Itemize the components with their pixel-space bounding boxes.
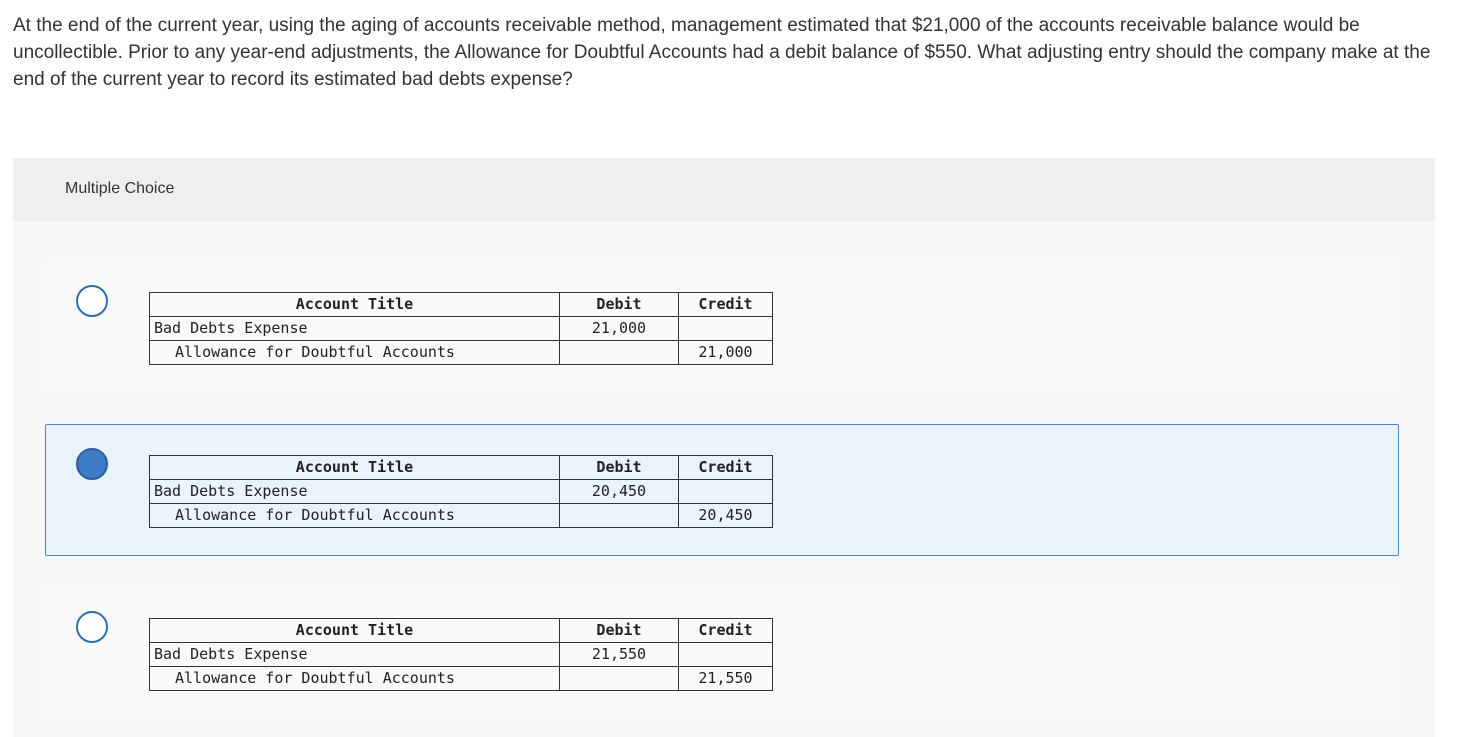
table-row: Bad Debts Expense 21,000 (149, 316, 773, 341)
credit-cell (678, 316, 773, 341)
question-text: At the end of the current year, using th… (13, 15, 1431, 90)
journal-entry-table: Account Title Debit Credit Bad Debts Exp… (149, 455, 773, 528)
header-debit: Debit (559, 292, 679, 317)
header-account-title: Account Title (149, 292, 560, 317)
radio-button-c[interactable] (76, 611, 108, 643)
credit-cell (678, 642, 773, 667)
account-cell: Bad Debts Expense (149, 316, 560, 341)
credit-cell: 21,550 (678, 666, 773, 691)
credit-cell (678, 479, 773, 504)
answer-option-c[interactable]: Account Title Debit Credit Bad Debts Exp… (45, 587, 1399, 719)
multiple-choice-header: Multiple Choice (13, 158, 1435, 221)
table-row: Allowance for Doubtful Accounts 21,550 (149, 666, 773, 691)
table-header-row: Account Title Debit Credit (149, 618, 773, 643)
debit-cell: 20,450 (559, 479, 679, 504)
debit-cell: 21,000 (559, 316, 679, 341)
account-cell: Allowance for Doubtful Accounts (149, 340, 560, 365)
answer-option-b[interactable]: Account Title Debit Credit Bad Debts Exp… (45, 424, 1399, 556)
header-credit: Credit (678, 618, 773, 643)
account-cell: Bad Debts Expense (149, 642, 560, 667)
header-credit: Credit (678, 292, 773, 317)
credit-cell: 21,000 (678, 340, 773, 365)
header-debit: Debit (559, 618, 679, 643)
journal-entry-table: Account Title Debit Credit Bad Debts Exp… (149, 618, 773, 691)
table-header-row: Account Title Debit Credit (149, 455, 773, 480)
table-row: Allowance for Doubtful Accounts 20,450 (149, 503, 773, 528)
debit-cell (559, 666, 679, 691)
header-credit: Credit (678, 455, 773, 480)
account-cell: Bad Debts Expense (149, 479, 560, 504)
account-cell: Allowance for Doubtful Accounts (149, 666, 560, 691)
account-cell: Allowance for Doubtful Accounts (149, 503, 560, 528)
header-account-title: Account Title (149, 455, 560, 480)
multiple-choice-panel: Multiple Choice Account Title Debit Cred… (13, 158, 1435, 737)
credit-cell: 20,450 (678, 503, 773, 528)
multiple-choice-label: Multiple Choice (65, 180, 175, 197)
answer-option-a[interactable]: Account Title Debit Credit Bad Debts Exp… (45, 261, 1399, 393)
table-row: Bad Debts Expense 20,450 (149, 479, 773, 504)
debit-cell (559, 503, 679, 528)
debit-cell (559, 340, 679, 365)
header-debit: Debit (559, 455, 679, 480)
journal-entry-table: Account Title Debit Credit Bad Debts Exp… (149, 292, 773, 365)
header-account-title: Account Title (149, 618, 560, 643)
radio-button-b[interactable] (76, 448, 108, 480)
radio-button-a[interactable] (76, 285, 108, 317)
table-header-row: Account Title Debit Credit (149, 292, 773, 317)
table-row: Allowance for Doubtful Accounts 21,000 (149, 340, 773, 365)
debit-cell: 21,550 (559, 642, 679, 667)
table-row: Bad Debts Expense 21,550 (149, 642, 773, 667)
